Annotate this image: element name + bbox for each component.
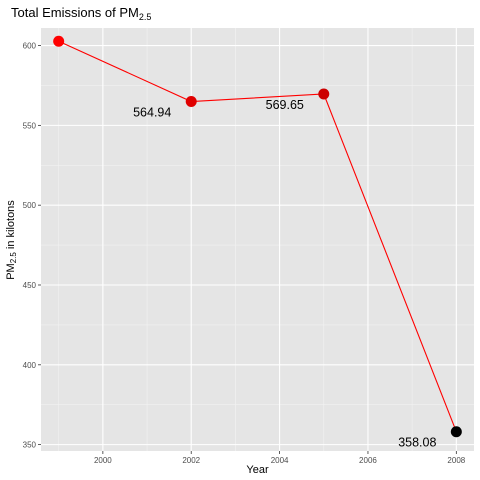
y-tick-label: 550 (23, 121, 37, 130)
y-tick-label: 600 (23, 42, 37, 51)
y-tick-label: 500 (23, 201, 37, 210)
y-tick-label: 400 (23, 361, 37, 370)
data-labels: 564.94 569.65 358.08 (133, 98, 436, 450)
data-label: 569.65 (266, 98, 304, 112)
x-tick-label: 2000 (94, 456, 112, 465)
y-axis-title-main: PM (5, 263, 17, 280)
x-tick-label: 2008 (447, 456, 465, 465)
chart-title-main: Total Emissions of PM (11, 5, 139, 20)
plot-panel (41, 28, 474, 451)
x-tick-label: 2004 (271, 456, 289, 465)
chart-title: Total Emissions of PM2.5 (11, 5, 151, 22)
x-tick-label: 2002 (182, 456, 200, 465)
data-label: 358.08 (398, 436, 436, 450)
x-tick-label: 2006 (359, 456, 377, 465)
x-axis-title: Year (246, 464, 269, 476)
data-label: 564.94 (133, 106, 171, 120)
y-axis: 350 400 450 500 550 600 (23, 42, 41, 450)
y-axis-title-subscript: 2.5 (9, 252, 18, 264)
data-point (185, 96, 197, 108)
emissions-line (58, 40, 457, 432)
data-point (53, 35, 65, 47)
y-tick-label: 450 (23, 281, 37, 290)
data-point (450, 426, 462, 438)
data-point (318, 88, 330, 100)
y-tick-label: 350 (23, 441, 37, 450)
series-line (58, 40, 457, 432)
y-axis-title: PM2.5 in kilotons (5, 200, 18, 280)
y-axis-title-suffix: in kilotons (5, 200, 17, 252)
chart-title-subscript: 2.5 (139, 12, 152, 22)
x-axis: 2000 2002 2004 2006 2008 (94, 451, 466, 465)
data-points (53, 35, 462, 438)
